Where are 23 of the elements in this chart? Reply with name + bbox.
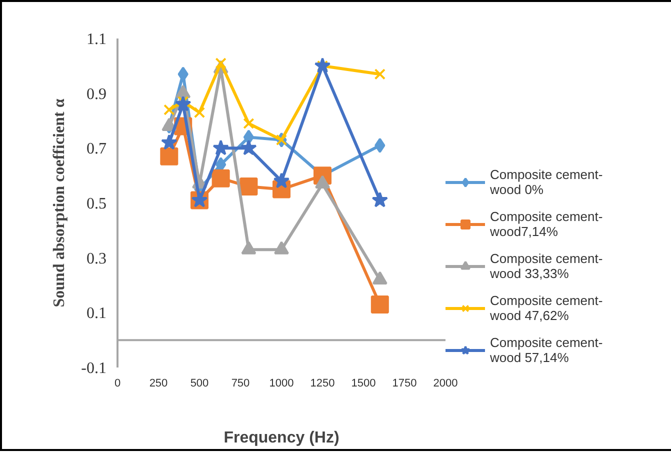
y-axis-title: Sound absorption coefficient α bbox=[51, 98, 68, 308]
x-tick-label: 1750 bbox=[392, 378, 417, 390]
y-tick-label: 0.1 bbox=[86, 305, 106, 322]
y-tick-label: 0.7 bbox=[86, 140, 106, 158]
legend-label: Composite cement-wood7,14% bbox=[490, 208, 603, 241]
x-axis-title: Frequency (Hz) bbox=[224, 430, 340, 446]
x-tick-label: 500 bbox=[190, 378, 209, 390]
x-tick-label: 2000 bbox=[433, 378, 458, 390]
x-tick-label: 1250 bbox=[310, 378, 335, 390]
legend-label: Composite cement-wood 0% bbox=[490, 166, 603, 199]
legend-label: Composite cement-wood 47,62% bbox=[490, 292, 603, 325]
y-tick-label: 0.9 bbox=[86, 86, 106, 103]
x-tick-label: 1000 bbox=[269, 378, 294, 390]
y-tick-label: 1.1 bbox=[86, 31, 106, 48]
x-tick-label: 750 bbox=[231, 378, 250, 390]
y-tick-label: -0.1 bbox=[81, 360, 106, 377]
y-tick-label: 0.5 bbox=[86, 196, 106, 212]
legend-label: Composite cement-wood 57,14% bbox=[490, 334, 603, 367]
y-tick-label: 0.3 bbox=[86, 250, 106, 268]
x-tick-label: 0 bbox=[114, 378, 121, 390]
x-tick-label: 250 bbox=[149, 378, 168, 390]
x-tick-label: 1500 bbox=[351, 378, 376, 390]
legend-label: Composite cement-wood 33,33% bbox=[490, 250, 603, 283]
